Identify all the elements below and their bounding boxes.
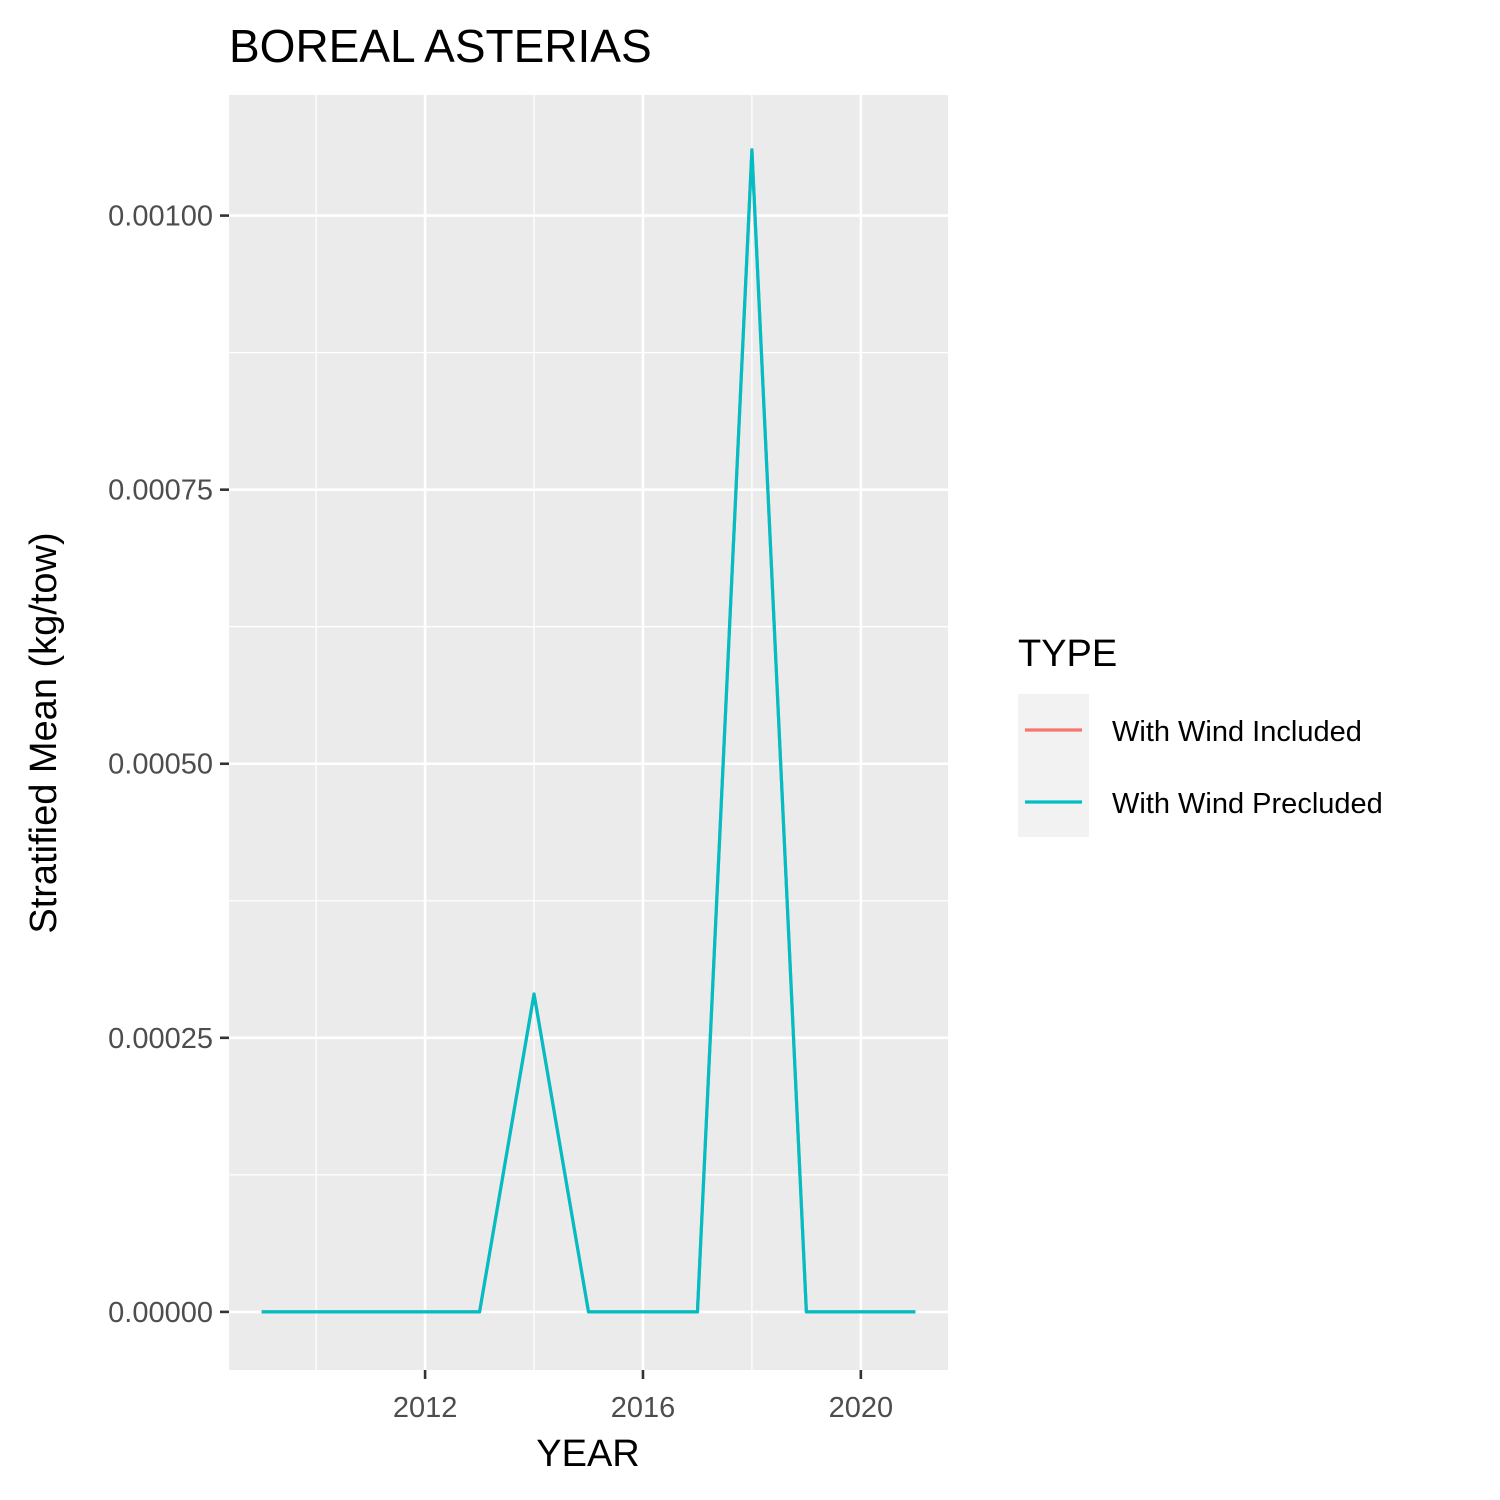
y-axis: 0.00000 0.00025 0.00050 0.00075 0.00100 [108,201,229,1329]
legend-key-background [1018,694,1089,837]
series-line-with-wind-precluded [261,148,916,1314]
x-axis: 2012 2016 2020 [393,1370,893,1424]
y-tick-label: 0.00025 [108,1023,213,1055]
x-tick-label: 2016 [611,1392,676,1424]
x-axis-title: YEAR [536,1433,639,1475]
legend-title: TYPE [1018,633,1117,675]
x-tick-label: 2020 [829,1392,894,1424]
chart-title: BOREAL ASTERIAS [229,20,652,72]
grid-minor [229,95,948,1370]
y-tick-label: 0.00100 [108,201,213,233]
y-tick-label: 0.00050 [108,749,213,781]
x-tick-label: 2012 [393,1392,458,1424]
legend-with-wind-precluded-label: With Wind Precluded [1112,788,1383,820]
series-lines [261,148,916,1314]
plot-panel [229,95,948,1370]
y-axis-title: Stratified Mean (kg/tow) [23,532,65,933]
legend: TYPE With Wind Included With Wind Preclud… [1018,633,1383,837]
legend-with-wind-included-label: With Wind Included [1112,716,1362,748]
grid-major [229,95,948,1370]
y-tick-label: 0.00000 [108,1297,213,1329]
y-tick-label: 0.00075 [108,475,213,507]
